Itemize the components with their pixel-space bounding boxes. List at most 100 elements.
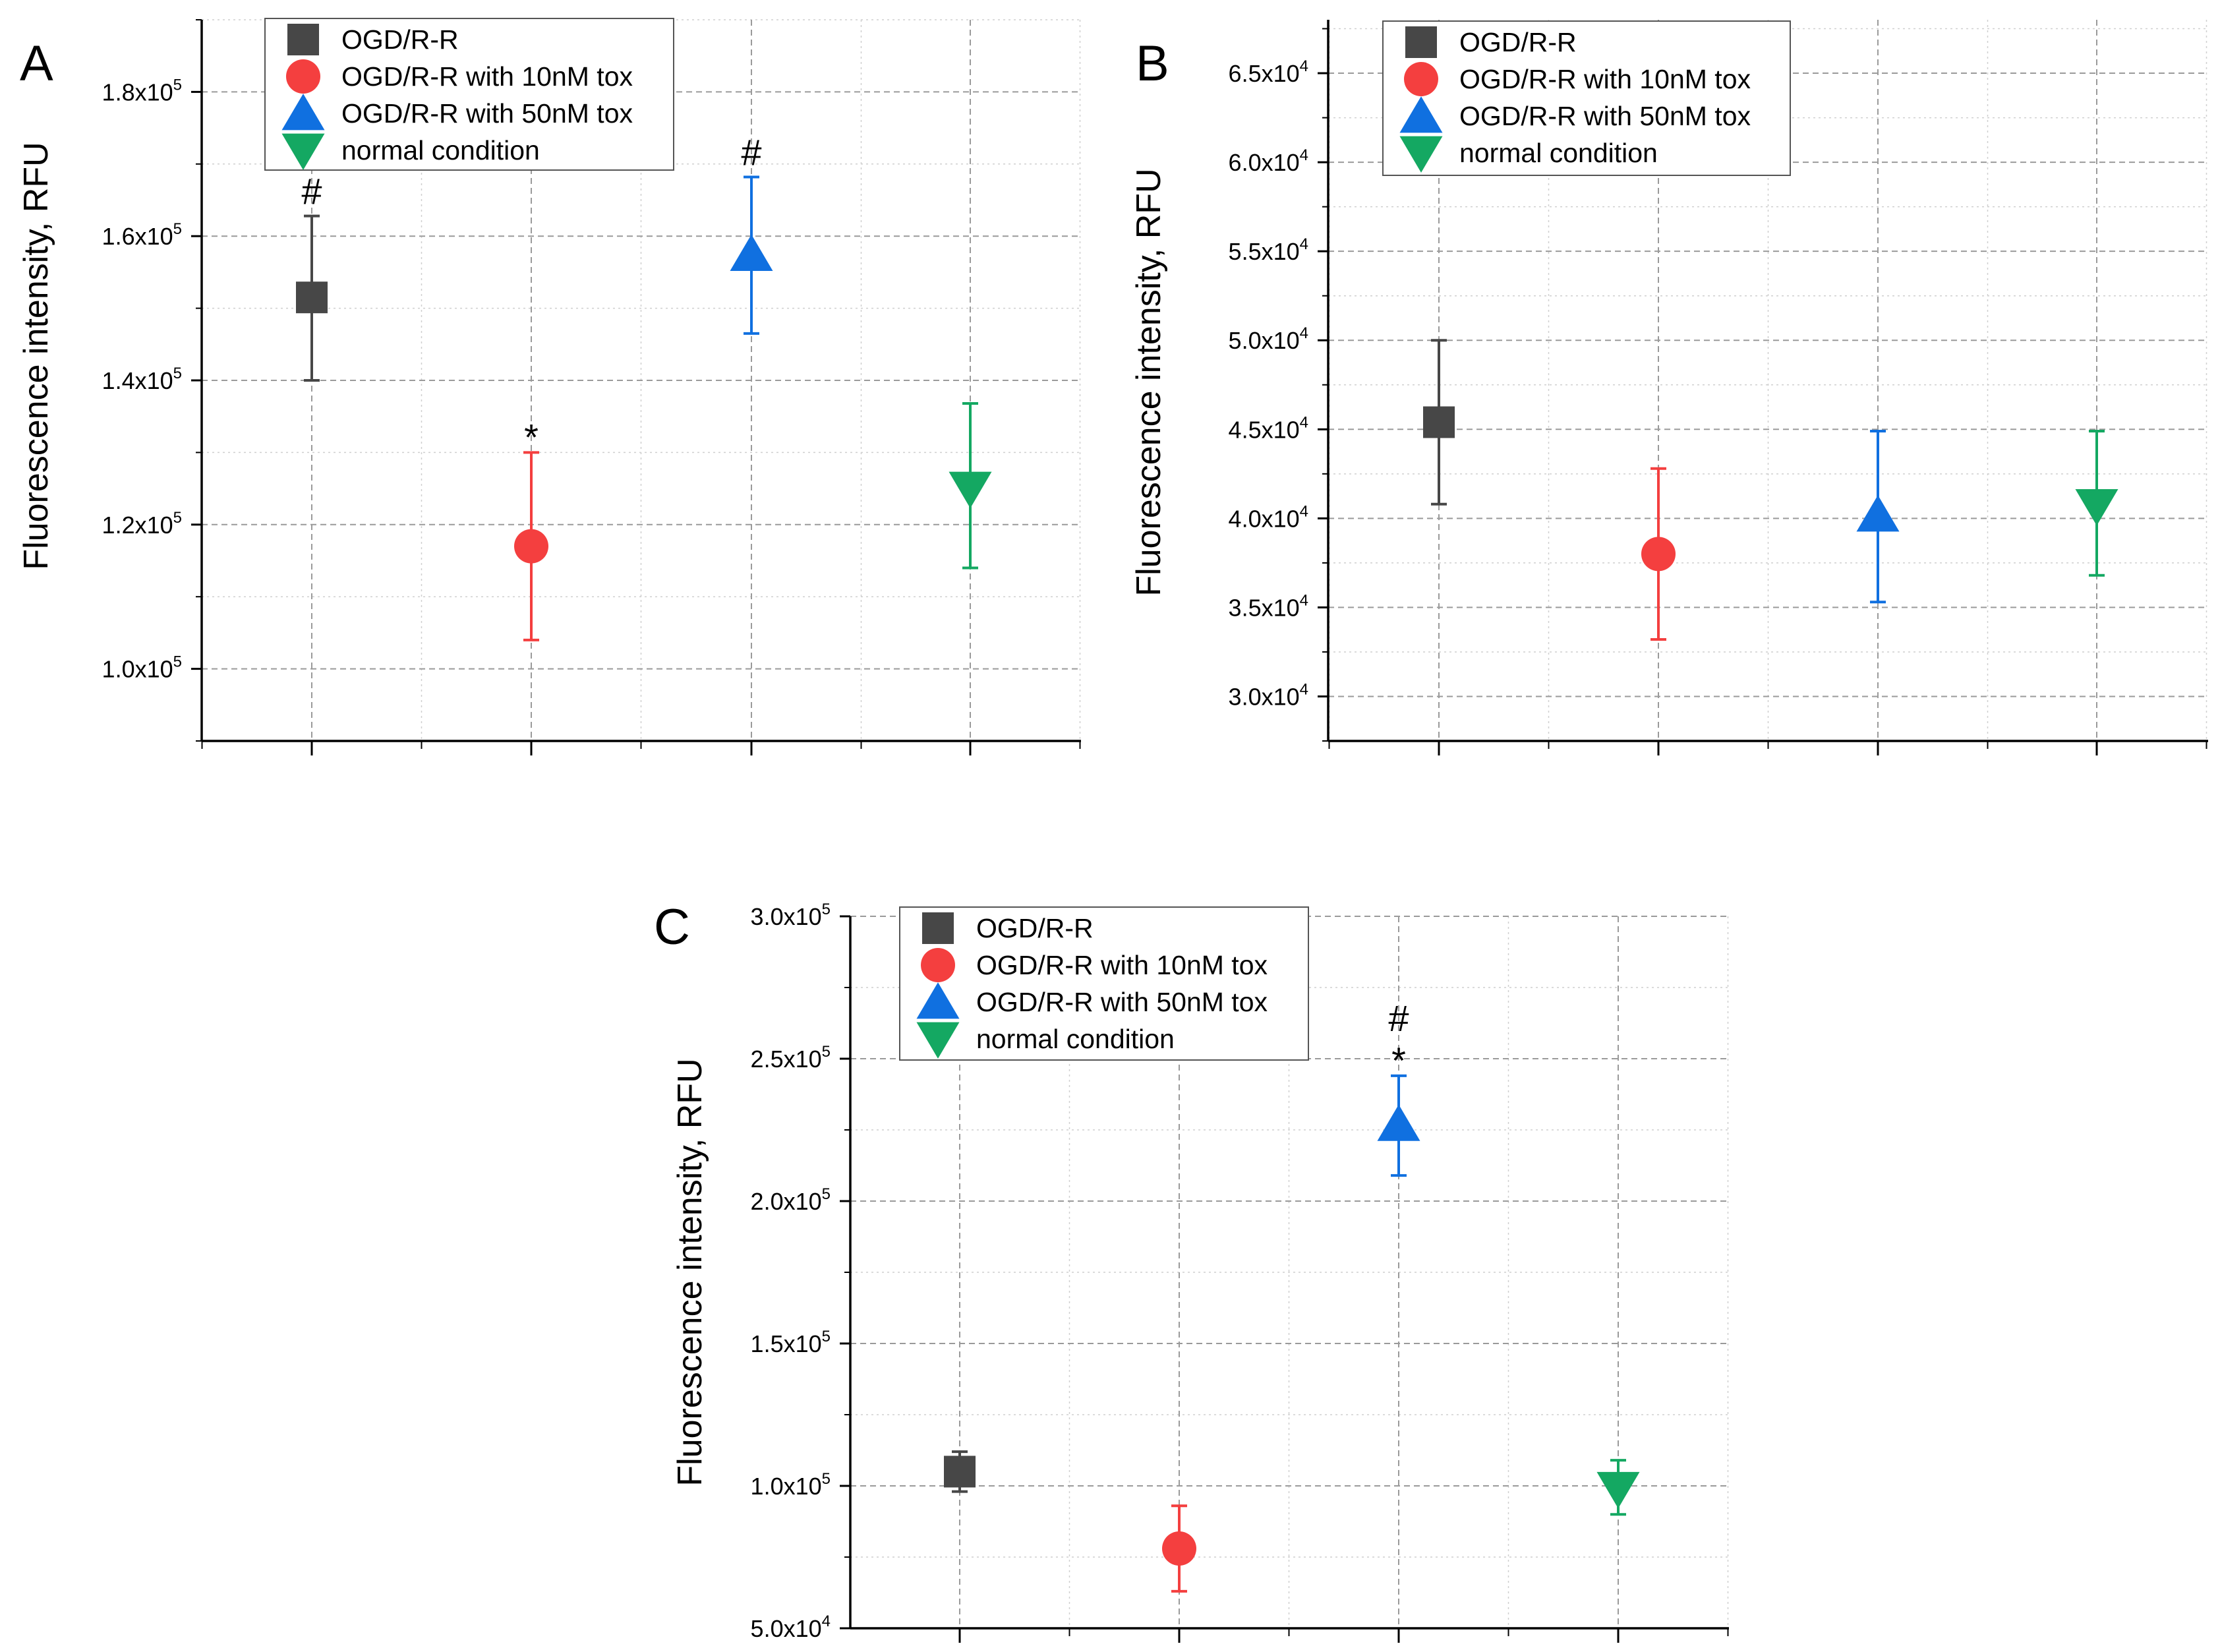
legend-item-ogd-r-r-with-50nm-tox: OGD/R-R with 50nM tox bbox=[1399, 96, 1751, 133]
legend-marker bbox=[916, 982, 960, 1019]
data-point-ogd-r-r-with-10nm-tox bbox=[1641, 467, 1676, 641]
y-tick-label: 4.5x104 bbox=[1229, 413, 1308, 443]
data-point-ogd-r-r-with-50nm-tox: # bbox=[730, 131, 773, 335]
panel-a: 1.0x105 1.2x105 1.4x105 1.6x105 1.8x105 Fluor… bbox=[17, 18, 1081, 755]
legend-label: normal condition bbox=[976, 1024, 1175, 1054]
y-tick-label: 5.5x104 bbox=[1229, 235, 1308, 265]
data-point-normal-condition bbox=[1596, 1459, 1640, 1516]
marker-triangle-down bbox=[949, 471, 992, 508]
legend-label: OGD/R-R with 50nM tox bbox=[976, 987, 1268, 1017]
marker-circle bbox=[1162, 1531, 1196, 1566]
legend-marker bbox=[922, 912, 954, 944]
legend-marker bbox=[1405, 26, 1437, 58]
data-point-ogd-r-r-with-10nm-tox bbox=[1162, 1504, 1196, 1593]
y-tick-label: 3.0x105 bbox=[751, 900, 831, 930]
legend-item-ogd-r-r-with-10nm-tox: OGD/R-R with 10nM tox bbox=[921, 948, 1268, 982]
panel-letter: C bbox=[654, 899, 690, 955]
marker-triangle-down bbox=[1596, 1471, 1640, 1509]
panel-c: 5.0x104 1.0x105 1.5x105 2.0x105 2.5x105 3.0x1… bbox=[654, 899, 1729, 1643]
legend-item-ogd-r-r: OGD/R-R bbox=[922, 912, 1094, 944]
legend-marker bbox=[287, 24, 319, 55]
marker-triangle-up bbox=[1377, 1104, 1420, 1141]
legend-marker bbox=[281, 133, 325, 170]
legend-item-ogd-r-r-with-10nm-tox: OGD/R-R with 10nM tox bbox=[286, 59, 633, 94]
legend-label: normal condition bbox=[341, 135, 540, 165]
y-tick-label: 3.5x104 bbox=[1229, 591, 1308, 621]
data-point-ogd-r-r-with-50nm-tox bbox=[1856, 429, 1900, 604]
panel-letter: A bbox=[20, 36, 53, 92]
y-tick-label: 1.0x105 bbox=[751, 1470, 831, 1500]
data-point-ogd-r-r bbox=[1423, 339, 1455, 506]
annotation-star: * bbox=[524, 416, 539, 457]
y-tick-label: 6.0x104 bbox=[1229, 146, 1308, 176]
data-point-ogd-r-r-with-50nm-tox: *# bbox=[1377, 997, 1420, 1177]
marker-square bbox=[296, 281, 328, 314]
legend-label: OGD/R-R with 50nM tox bbox=[1459, 101, 1751, 131]
marker-square bbox=[944, 1456, 976, 1488]
y-tick-label: 3.0x104 bbox=[1229, 680, 1308, 710]
annotation-hash: # bbox=[1388, 997, 1409, 1039]
marker-circle bbox=[1641, 537, 1676, 572]
y-tick-label: 1.2x105 bbox=[102, 509, 182, 539]
y-tick-label: 4.0x104 bbox=[1229, 502, 1308, 532]
data-point-ogd-r-r: # bbox=[296, 171, 328, 382]
legend: OGD/R-R OGD/R-R with 10nM tox OGD/R-R with… bbox=[1382, 20, 1791, 176]
y-tick-label: 1.4x105 bbox=[102, 365, 182, 394]
y-tick-label: 5.0x104 bbox=[1229, 324, 1308, 354]
legend-item-ogd-r-r-with-50nm-tox: OGD/R-R with 50nM tox bbox=[281, 94, 633, 131]
y-tick-label: 1.6x105 bbox=[102, 220, 182, 250]
legend-box bbox=[264, 18, 674, 171]
legend-label: normal condition bbox=[1459, 138, 1658, 168]
y-tick-label: 2.5x105 bbox=[751, 1043, 831, 1073]
y-tick-label: 5.0x104 bbox=[751, 1612, 831, 1642]
legend-marker bbox=[1404, 62, 1438, 96]
legend-marker bbox=[921, 948, 955, 982]
legend-label: OGD/R-R with 10nM tox bbox=[341, 61, 633, 92]
annotation-hash: # bbox=[301, 171, 322, 212]
legend-marker bbox=[916, 1022, 960, 1059]
y-tick-label: 1.0x105 bbox=[102, 653, 182, 683]
legend-marker bbox=[1399, 96, 1443, 133]
y-tick-label: 1.8x105 bbox=[102, 76, 182, 105]
legend-label: OGD/R-R with 10nM tox bbox=[976, 950, 1268, 980]
legend-label: OGD/R-R bbox=[341, 24, 459, 55]
legend-label: OGD/R-R with 10nM tox bbox=[1459, 64, 1751, 94]
data-point-normal-condition bbox=[2075, 429, 2118, 577]
data-point-ogd-r-r-with-10nm-tox: * bbox=[514, 416, 548, 641]
legend-item-ogd-r-r: OGD/R-R bbox=[1405, 26, 1577, 58]
y-axis-label: Fluorescence intensity, RFU bbox=[1130, 168, 1168, 596]
y-axis-label: Fluorescence intensity, RFU bbox=[671, 1058, 709, 1486]
data-point-ogd-r-r bbox=[944, 1450, 976, 1493]
legend-marker bbox=[286, 59, 320, 94]
legend-item-ogd-r-r: OGD/R-R bbox=[287, 24, 459, 55]
panel-b: 3.0x104 3.5x104 4.0x104 4.5x104 5.0x104 5.5x1… bbox=[1130, 20, 2208, 755]
legend-item-normal-condition: normal condition bbox=[1399, 136, 1658, 173]
legend-item-ogd-r-r-with-50nm-tox: OGD/R-R with 50nM tox bbox=[916, 982, 1268, 1019]
legend-item-ogd-r-r-with-10nm-tox: OGD/R-R with 10nM tox bbox=[1404, 62, 1751, 96]
annotation-star: * bbox=[1391, 1040, 1406, 1081]
legend-box bbox=[1382, 20, 1791, 176]
legend-marker bbox=[1399, 136, 1443, 173]
marker-triangle-up bbox=[730, 234, 773, 271]
legend-item-normal-condition: normal condition bbox=[916, 1022, 1175, 1059]
legend-label: OGD/R-R with 50nM tox bbox=[341, 98, 633, 129]
legend: OGD/R-R OGD/R-R with 10nM tox OGD/R-R with… bbox=[899, 906, 1309, 1061]
y-axis-label: Fluorescence intensity, RFU bbox=[17, 142, 55, 570]
legend-item-normal-condition: normal condition bbox=[281, 133, 540, 170]
legend-label: OGD/R-R bbox=[1459, 27, 1577, 57]
legend-label: OGD/R-R bbox=[976, 913, 1094, 943]
y-tick-label: 6.5x104 bbox=[1229, 57, 1308, 87]
marker-triangle-up bbox=[1856, 495, 1900, 532]
y-tick-label: 1.5x105 bbox=[751, 1328, 831, 1357]
legend-box bbox=[899, 906, 1309, 1061]
legend-marker bbox=[281, 94, 325, 131]
y-tick-label: 2.0x105 bbox=[751, 1185, 831, 1215]
marker-square bbox=[1423, 406, 1455, 438]
marker-triangle-down bbox=[2075, 489, 2118, 526]
legend: OGD/R-R OGD/R-R with 10nM tox OGD/R-R with… bbox=[264, 18, 674, 171]
panel-letter: B bbox=[1136, 36, 1169, 92]
data-point-normal-condition bbox=[949, 402, 992, 570]
annotation-hash: # bbox=[741, 131, 761, 173]
marker-circle bbox=[514, 529, 548, 564]
